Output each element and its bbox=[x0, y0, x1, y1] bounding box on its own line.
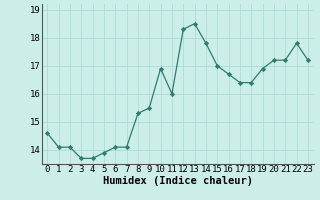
X-axis label: Humidex (Indice chaleur): Humidex (Indice chaleur) bbox=[103, 176, 252, 186]
